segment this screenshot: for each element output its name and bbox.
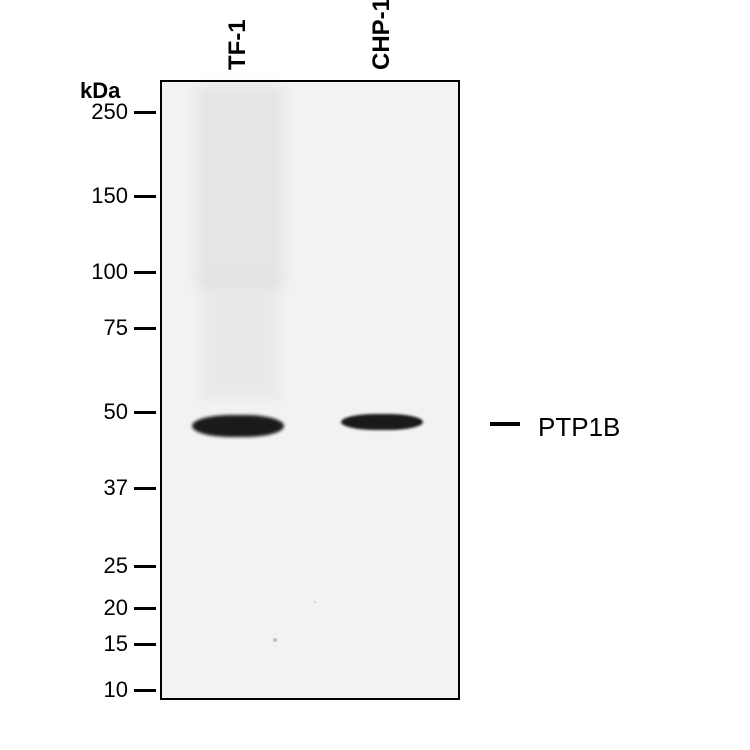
- mw-label: 10: [78, 677, 128, 703]
- target-band-tick: [490, 422, 520, 426]
- mw-label: 15: [78, 631, 128, 657]
- figure-root: kDa TF-1CHP-100 25015010075503725201510 …: [0, 0, 750, 750]
- mw-label: 50: [78, 399, 128, 425]
- target-band-label: PTP1B: [538, 412, 620, 443]
- mw-label: 150: [78, 183, 128, 209]
- mw-tick: [134, 689, 156, 692]
- mw-tick: [134, 327, 156, 330]
- signal-band: [192, 415, 284, 437]
- lane-label: CHP-100: [368, 0, 396, 70]
- signal-band: [341, 414, 423, 430]
- speck: [314, 601, 316, 603]
- background-smear: [200, 280, 280, 400]
- mw-label: 20: [78, 595, 128, 621]
- mw-label: 250: [78, 99, 128, 125]
- mw-tick: [134, 607, 156, 610]
- mw-label: 37: [78, 475, 128, 501]
- mw-label: 75: [78, 315, 128, 341]
- lane-label: TF-1: [224, 19, 252, 70]
- mw-tick: [134, 271, 156, 274]
- mw-label: 100: [78, 259, 128, 285]
- mw-tick: [134, 195, 156, 198]
- mw-tick: [134, 411, 156, 414]
- background-smear: [196, 86, 284, 286]
- mw-tick: [134, 111, 156, 114]
- speck: [273, 638, 277, 642]
- mw-tick: [134, 643, 156, 646]
- mw-tick: [134, 565, 156, 568]
- mw-tick: [134, 487, 156, 490]
- mw-label: 25: [78, 553, 128, 579]
